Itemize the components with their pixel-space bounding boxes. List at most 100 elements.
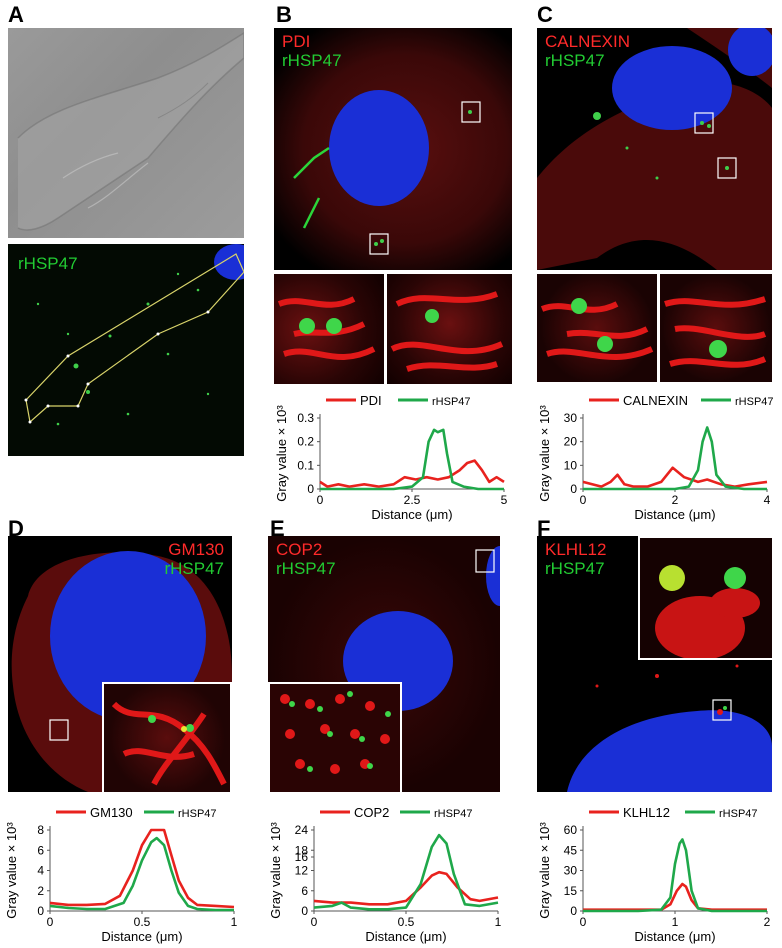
chart-d-xtick-label-0: 0 [47,915,54,929]
panel-label-c: C [537,2,553,27]
chart-e-xtick-label-1: 0.5 [398,915,415,929]
chart-d-ytick-label-0: 0 [37,904,44,918]
chart-e-series-1 [313,833,499,911]
chart-e-ytick-label-2: 12 [295,864,309,878]
panel-e-channel2-label: rHSP47 [276,559,336,578]
panel-b-zoom-right [387,274,512,384]
chart-f-xtick-label-0: 0 [580,915,587,929]
panel-b-channel2-label: rHSP47 [282,51,342,70]
chart-d-legend-label-1: rHSP47 [178,808,217,820]
chart-d-ylabel: Gray value × 10³ [4,822,19,919]
chart-f-ytick-label-3: 45 [564,843,578,857]
chart-d-legend-label-0: GM130 [90,805,133,820]
chart-e-ytick-label-1: 6 [301,884,308,898]
chart-e-xlabel: Distance (μm) [365,929,446,944]
chart-e-xtick-label-0: 0 [311,915,318,929]
panel-a-channel-label: rHSP47 [18,254,78,273]
chart-e-ylabel: Gray value × 10³ [268,822,283,919]
chart-b-legend-label-0: PDI [360,393,382,408]
chart-f-legend-label-0: KLHL12 [623,805,670,820]
panel-d-zoom-inset [102,682,232,794]
chart-c-series-1 [583,426,767,491]
chart-b-legend-label-1: rHSP47 [432,396,471,408]
chart-c-xtick-label-1: 2 [672,493,679,507]
panel-e-zoom-inset [268,682,402,794]
panel-c-zoom-left [537,274,657,382]
chart-f-ytick-label-2: 30 [564,864,578,878]
panel-b-micrograph: PDI rHSP47 [274,28,512,270]
panel-e-channel1-label: COP2 [276,540,323,559]
chart-b-ytick-label-2: 0.2 [297,435,314,449]
chart-d-xtick-label-2: 1 [231,915,238,929]
chart-e-series-0 [313,870,499,906]
chart-f-series-1 [583,838,767,913]
chart-c-ytick-label-0: 0 [570,482,577,496]
chart-b-xtick-label-1: 2.5 [404,493,421,507]
chart-d-xlabel: Distance (μm) [101,929,182,944]
chart-b-xtick-label-0: 0 [317,493,324,507]
chart-e-ytick-label-4: 18 [295,843,309,857]
chart-b-ylabel: Gray value × 10³ [274,405,289,502]
chart-b-xtick-label-2: 5 [501,493,508,507]
chart-e-legend-label-1: rHSP47 [434,808,473,820]
panel-label-b: B [276,2,292,27]
panel-d-channel2-label: rHSP47 [164,559,224,578]
panel-b-channel1-label: PDI [282,32,311,51]
chart-b-series-0 [319,459,505,488]
panel-c-zoom-right-spots [664,296,767,368]
chart-f-ytick-label-1: 15 [564,884,578,898]
panel-f-zoom-spots [655,565,760,658]
panel-a-brightfield [8,28,244,238]
brightfield-cell-outline [17,32,244,231]
chart-e-xtick-label-2: 1 [495,915,502,929]
chart-e-ytick-label-5: 24 [295,823,309,837]
panel-b-zoom-right-spots [390,291,504,372]
chart-c-ytick-label-2: 20 [564,435,578,449]
chart-c-xtick-label-0: 0 [580,493,587,507]
chart-d-ytick-label-2: 4 [37,864,44,878]
panel-b-zoom-left-spots [277,296,376,360]
chart-b-series-1 [320,428,504,491]
chart-f-ytick-label-4: 60 [564,823,578,837]
chart-d-ytick-label-3: 6 [37,843,44,857]
chart-d-series-1 [49,836,234,912]
chart-d-ytick-label-1: 2 [37,884,44,898]
chart-b-ytick-label-1: 0.1 [297,458,314,472]
chart-b-xlabel: Distance (μm) [371,507,452,522]
panel-f-cell [567,664,772,792]
chart-f-legend-label-1: rHSP47 [719,808,758,820]
panel-c-zoom-right [660,274,772,382]
panel-f-zoom-inset [638,536,774,660]
chart-b-ytick-label-3: 0.3 [297,411,314,425]
chart-f: KLHL12 rHSP47 0 15 30 45 60 0 1 2 Distance (μm) Gra… [537,805,771,944]
panel-b-zoom-left [274,274,384,384]
panel-f-channel2-label: rHSP47 [545,559,605,578]
chart-d-ytick-label-4: 8 [37,823,44,837]
panel-b-cell [293,90,481,255]
chart-c-ylabel: Gray value × 10³ [537,405,552,502]
chart-c: CALNEXIN rHSP47 0 10 20 30 0 2 4 Distance (μm) Gra… [537,393,774,522]
chart-d-xtick-label-1: 0.5 [134,915,151,929]
chart-c-ytick-label-1: 10 [564,458,578,472]
panel-a-cell-trace [24,244,244,426]
chart-f-xlabel: Distance (μm) [634,929,715,944]
chart-c-ytick-label-3: 30 [564,411,578,425]
chart-f-xtick-label-1: 1 [672,915,679,929]
chart-d-series-0 [49,828,235,909]
panel-c-channel1-label: CALNEXIN [545,32,631,51]
panel-label-e: E [270,516,285,541]
panel-f-channel1-label: KLHL12 [545,540,607,559]
panel-label-f: F [537,516,551,541]
panel-c-channel2-label: rHSP47 [545,51,605,70]
chart-c-legend-label-1: rHSP47 [735,396,774,408]
panel-label-a: A [8,2,24,27]
chart-c-legend-label-0: CALNEXIN [623,393,688,408]
chart-b-ytick-label-0: 0 [307,482,314,496]
chart-c-xtick-label-2: 4 [764,493,771,507]
panel-d-channel1-label: GM130 [168,540,224,559]
chart-f-xtick-label-2: 2 [764,915,771,929]
chart-f-ytick-label-0: 0 [570,904,577,918]
panel-e-zoom-spots [280,691,391,774]
panel-c-cell [537,28,772,270]
